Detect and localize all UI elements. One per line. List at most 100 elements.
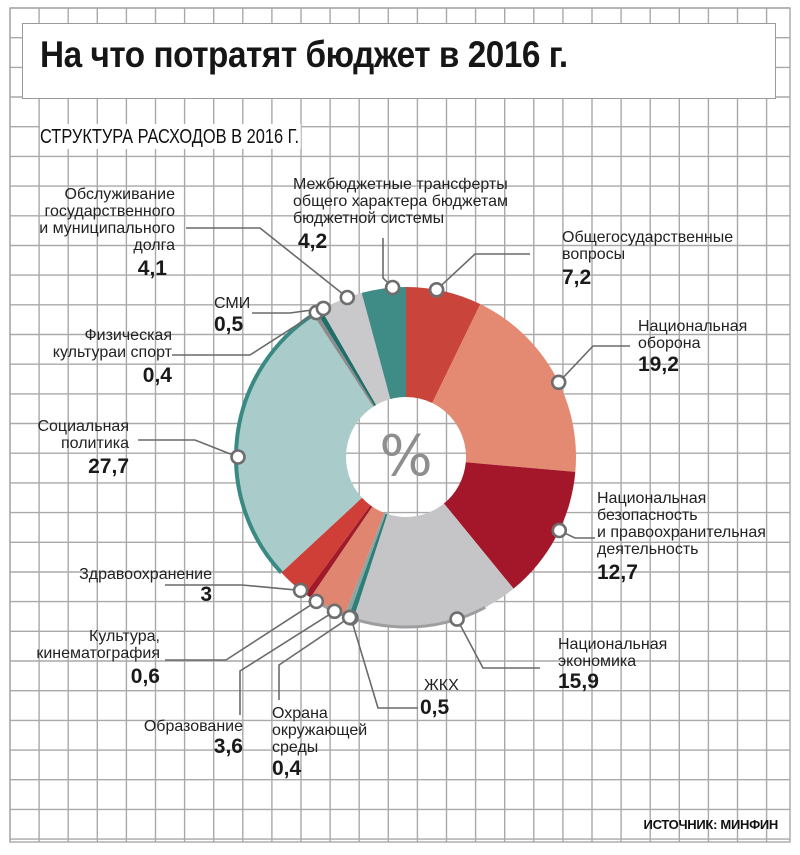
label-dolg-line-3: и муниципального [39, 220, 175, 237]
label-smi-line-1: СМИ [214, 295, 251, 312]
slice-marker [550, 374, 567, 391]
label-social-line-1: Социальная [37, 418, 129, 435]
label-bezopasnost-value: 12,7 [597, 561, 638, 584]
label-oborona-line-2: оборона [638, 335, 701, 352]
label-okhrana-line-1: Охрана [272, 705, 328, 722]
donut-slice [406, 287, 481, 404]
source-note: ИСТОЧНИК: МИНФИН [643, 817, 779, 832]
label-okhrana: Охрана окружающей среды 0,4 [272, 705, 367, 781]
label-kultura: Культура, кинематография 0,6 [36, 628, 160, 689]
label-obshchegos-value: 7,2 [562, 266, 592, 289]
label-dolg-line-1: Обслуживание [64, 186, 175, 203]
leader-line [172, 311, 317, 356]
slice-marker [326, 603, 343, 620]
donut-slice [281, 497, 371, 594]
label-mezhbudzhet-line-3: бюджетной системы [293, 210, 445, 227]
label-smi: СМИ 0,5 [214, 295, 250, 337]
label-kultura-value: 0,6 [130, 665, 160, 688]
donut-slice [353, 503, 514, 628]
label-oborona-line-1: Национальная [638, 318, 748, 335]
donut-slice [321, 292, 391, 405]
slice-marker [341, 609, 358, 626]
leader-line [278, 616, 351, 700]
leader-line [239, 610, 335, 715]
slice-marker [308, 593, 325, 610]
label-obrazovanie-line-1: Образование [143, 718, 243, 735]
donut-slice [236, 314, 374, 573]
label-oborona-value: 19,2 [638, 353, 679, 376]
donut-slice [432, 304, 576, 472]
leader-line [456, 618, 540, 669]
slice-markers [230, 279, 568, 627]
slice-marker [551, 522, 568, 539]
slice-marker [428, 281, 445, 298]
donut-slice [348, 513, 388, 619]
label-mezhbudzhet: Межбюджетные трансферты общего характера… [293, 176, 508, 254]
label-smi-value: 0,5 [214, 313, 244, 336]
label-zdravo-line-1: Здравоохранение [79, 566, 212, 583]
label-social: Социальная политика 27,7 [37, 418, 129, 479]
label-sport: Физическая культураи спорт 0,4 [53, 327, 172, 388]
leader-line [436, 253, 530, 291]
slice-marker [230, 449, 246, 465]
donut-slice [310, 506, 385, 616]
slice-marker [292, 582, 309, 599]
label-okhrana-line-2: окружающей [272, 722, 368, 739]
label-obshchegos-line-1: Общегосударственные [562, 229, 734, 246]
donut-slices [236, 287, 576, 628]
leader-lines [138, 227, 630, 715]
slice-marker [449, 611, 465, 627]
label-okhrana-line-3: среды [272, 739, 319, 756]
label-dolg: Обслуживание государственного и муниципа… [39, 186, 175, 281]
slice-marker [384, 279, 401, 296]
donut-slice [313, 312, 375, 407]
label-ekonomika-line-1: Национальная [558, 636, 668, 653]
leader-line [558, 345, 630, 383]
label-zhkh-value: 0,5 [420, 696, 450, 719]
label-bezopasnost: Национальная безопасность и правоохранит… [597, 490, 766, 585]
label-kultura-line-1: Культура, [89, 628, 160, 645]
label-obshchegos: Общегосударственные вопросы 7,2 [562, 229, 733, 290]
label-zhkh-line-1: ЖКХ [424, 677, 459, 694]
label-bezopasnost-line-1: Национальная [597, 490, 707, 507]
title-box [22, 23, 776, 99]
label-zdravo: Здравоохранение 3 [79, 566, 212, 607]
leader-line [165, 600, 317, 661]
label-sport-value: 0,4 [142, 364, 172, 387]
label-mezhbudzhet-line-2: общего характера бюджетам [293, 193, 509, 210]
chart-subtitle: СТРУКТУРА РАСХОДОВ В 2016 Г. [40, 124, 301, 149]
leader-line [138, 439, 239, 458]
slice-marker [339, 289, 356, 306]
label-obrazovanie: Образование 3,6 [144, 718, 243, 759]
label-social-line-2: политика [61, 435, 129, 452]
label-sport-line-1: Физическая [84, 327, 172, 344]
label-ekonomika-value: 15,9 [558, 670, 599, 693]
label-kultura-line-2: кинематография [36, 645, 160, 662]
grid-border [9, 7, 791, 843]
label-okhrana-value: 0,4 [272, 757, 302, 780]
donut-slice [361, 287, 406, 400]
label-dolg-line-2: государственного [44, 203, 175, 220]
donut-slice [305, 505, 373, 598]
label-ekonomika: Национальная экономика 15,9 [558, 636, 667, 694]
label-bezopasnost-line-2: безопасность [597, 507, 698, 524]
label-dolg-value: 4,1 [137, 257, 167, 280]
label-dolg-line-4: долга [133, 237, 175, 254]
label-mezhbudzhet-value: 4,2 [298, 230, 328, 253]
label-zhkh: ЖКХ 0,5 [420, 677, 459, 720]
page-title: На что потратят бюджет в 2016 г. [40, 34, 568, 75]
slice-marker [315, 300, 332, 317]
label-obshchegos-line-2: вопросы [562, 246, 626, 263]
label-bezopasnost-line-3: и правоохранительная [597, 524, 766, 541]
label-mezhbudzhet-line-1: Межбюджетные трансферты [293, 176, 508, 193]
donut-slice [344, 512, 386, 617]
donut-rim [234, 312, 315, 574]
center-percent-label: % [379, 424, 432, 489]
donut-slice [316, 309, 377, 406]
label-ekonomika-line-2: экономика [558, 653, 637, 670]
label-obrazovanie-value: 3,6 [213, 735, 243, 758]
donut-slice [443, 462, 576, 589]
label-sport-line-2: культураи спорт [52, 344, 172, 361]
